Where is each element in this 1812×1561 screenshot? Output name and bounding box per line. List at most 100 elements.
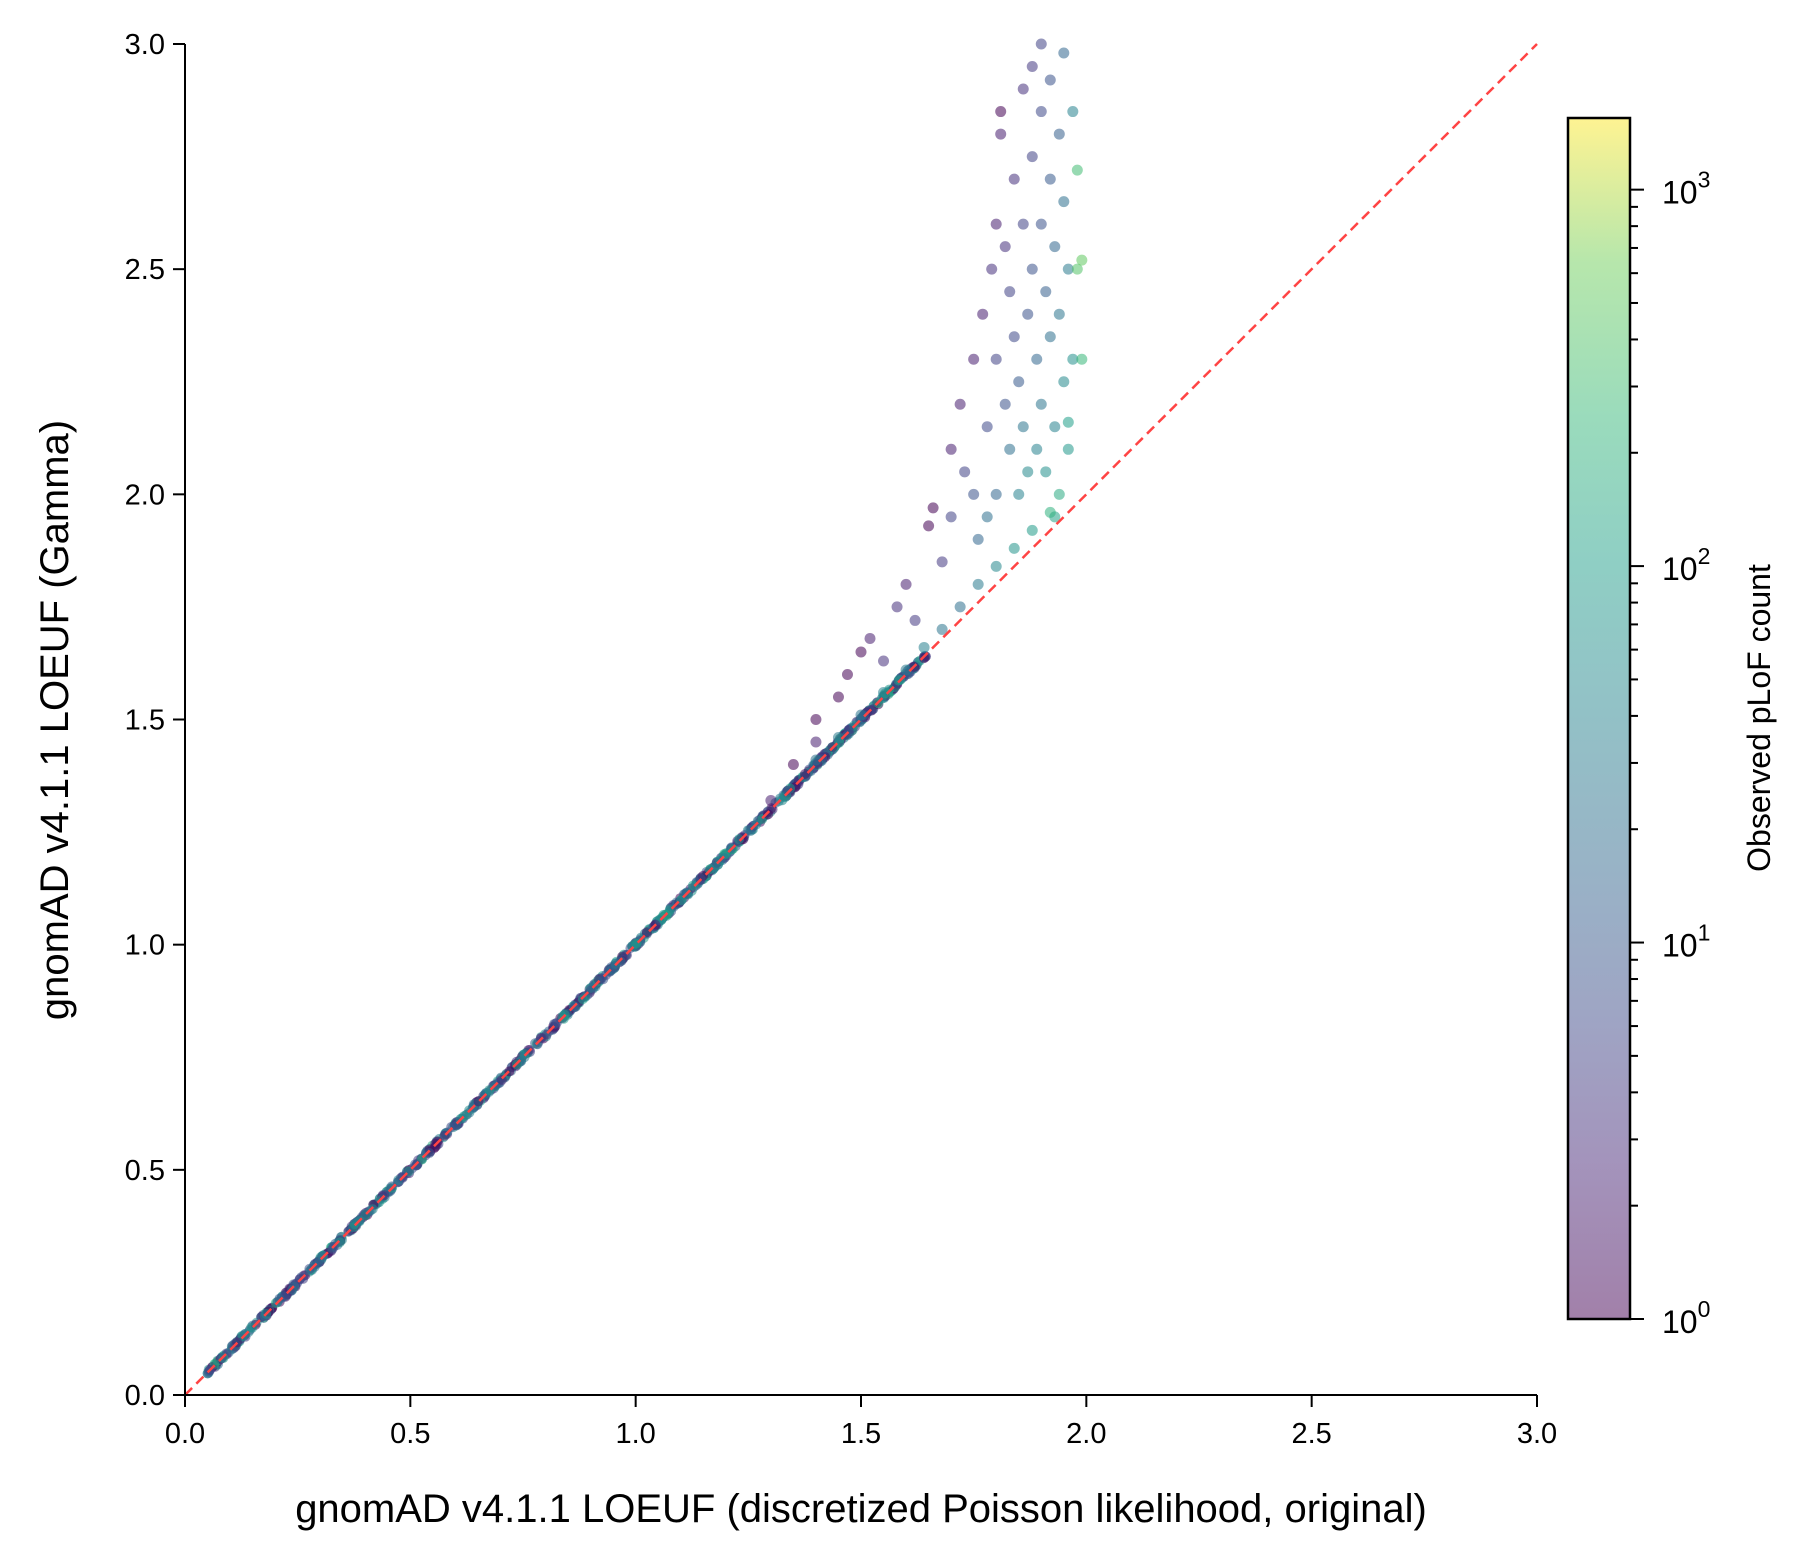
scatter-point — [936, 556, 948, 568]
scatter-point — [1076, 254, 1088, 266]
y-tick-label: 2.0 — [125, 479, 165, 511]
colorbar-tick-label: 102 — [1662, 543, 1710, 587]
scatter-point — [1026, 524, 1038, 536]
scatter-point — [945, 511, 957, 523]
y-tick-label: 1.5 — [125, 705, 165, 737]
y-tick-label: 0.0 — [125, 1380, 165, 1412]
scatter-point — [995, 128, 1007, 140]
scatter-point — [832, 691, 844, 703]
scatter-point — [1017, 218, 1029, 230]
reference-line-y-equals-x — [184, 43, 1538, 1396]
scatter-point — [1026, 263, 1038, 275]
scatter-point — [1058, 47, 1070, 59]
scatter-point — [1004, 443, 1016, 455]
scatter-point — [1008, 331, 1020, 343]
scatter-point — [909, 614, 921, 626]
colorbar-label: Observed pLoF count — [1741, 564, 1777, 872]
colorbar-ticks: 100 101 102 103 — [1630, 167, 1710, 1340]
scatter-point — [1076, 353, 1088, 365]
scatter-point — [1008, 542, 1020, 554]
scatter-point — [1044, 173, 1056, 185]
scatter-point — [981, 511, 993, 523]
scatter-point — [1040, 286, 1052, 298]
scatter-point — [936, 623, 948, 635]
scatter-point — [810, 714, 822, 725]
scatter-point — [1026, 61, 1038, 73]
scatter-point — [990, 560, 1002, 572]
scatter-point — [864, 632, 876, 644]
colorbar-gradient — [1568, 118, 1630, 1319]
colorbar-frame — [1566, 116, 1632, 1321]
scatter-point — [999, 241, 1011, 253]
scatter-point — [1035, 106, 1047, 118]
scatter-point — [878, 655, 890, 667]
scatter-point — [1062, 443, 1074, 455]
colorbar-tick-label: 101 — [1662, 920, 1710, 964]
scatter-point — [945, 443, 957, 455]
scatter-point — [1044, 506, 1056, 518]
scatter-point — [1044, 331, 1056, 343]
scatter-points — [202, 38, 1088, 1379]
scatter-point — [763, 809, 774, 820]
colorbar-tick-label: 100 — [1662, 1296, 1710, 1340]
scatter-point — [1053, 308, 1065, 320]
scatter-point — [981, 421, 993, 433]
colorbar: 100 101 102 103 Observed pLoF count — [1566, 116, 1777, 1340]
x-tick-label: 1.5 — [841, 1418, 881, 1450]
scatter-point — [734, 834, 745, 845]
scatter-point — [1067, 353, 1079, 365]
scatter-point — [787, 759, 799, 771]
y-tick-label: 3.0 — [125, 29, 165, 61]
scatter-point — [1062, 416, 1074, 428]
scatter-point — [878, 686, 890, 698]
scatter-point — [990, 218, 1002, 230]
scatter-point — [1071, 263, 1083, 275]
y-tick-label: 0.5 — [125, 1155, 165, 1187]
scatter-point — [1053, 128, 1065, 140]
scatter-point — [1044, 74, 1056, 86]
scatter-point — [918, 641, 930, 653]
y-tick-label: 2.5 — [125, 254, 165, 286]
scatter-point — [1040, 466, 1052, 478]
scatter-point — [810, 754, 822, 766]
scatter-point — [386, 1181, 397, 1192]
scatter-point — [1004, 286, 1016, 298]
y-axis-label: gnomAD v4.1.1 LOEUF (Gamma) — [33, 420, 77, 1020]
scatter-point — [927, 502, 939, 514]
scatter-point — [841, 668, 853, 680]
scatter-point — [1017, 421, 1029, 433]
scatter-point — [891, 601, 903, 613]
scatter-point — [968, 353, 980, 365]
scatter-point — [1049, 421, 1061, 433]
scatter-point — [1067, 106, 1079, 118]
scatter-point — [832, 732, 844, 744]
scatter-point — [1013, 488, 1025, 500]
scatter-point — [598, 974, 609, 985]
y-ticks: 0.0 0.5 1.0 1.5 2.0 2.5 3.0 — [125, 29, 185, 1412]
scatter-point — [1022, 308, 1034, 320]
scatter-point — [1049, 241, 1061, 253]
y-tick-label: 1.0 — [125, 930, 165, 962]
scatter-point — [1071, 164, 1083, 176]
scatter-point — [765, 795, 777, 807]
scatter-point — [424, 1148, 435, 1159]
scatter-point — [1035, 38, 1047, 50]
scatter-point — [855, 646, 867, 658]
scatter-point — [1013, 376, 1025, 388]
x-tick-label: 2.5 — [1292, 1418, 1332, 1450]
scatter-point — [900, 578, 912, 590]
scatter-point — [1031, 353, 1043, 365]
scatter-point — [954, 398, 966, 410]
scatter-point — [1035, 218, 1047, 230]
x-axis-label: gnomAD v4.1.1 LOEUF (discretized Poisson… — [295, 1487, 1427, 1531]
scatter-point — [1053, 488, 1065, 500]
x-ticks: 0.0 0.5 1.0 1.5 2.0 2.5 3.0 — [165, 1395, 1557, 1450]
scatter-point — [843, 724, 854, 735]
x-tick-label: 0.5 — [390, 1418, 430, 1450]
scatter-point — [1031, 443, 1043, 455]
x-tick-label: 1.0 — [616, 1418, 656, 1450]
scatter-point — [977, 308, 989, 320]
scatter-point — [1058, 376, 1070, 388]
scatter-point — [446, 1121, 457, 1132]
